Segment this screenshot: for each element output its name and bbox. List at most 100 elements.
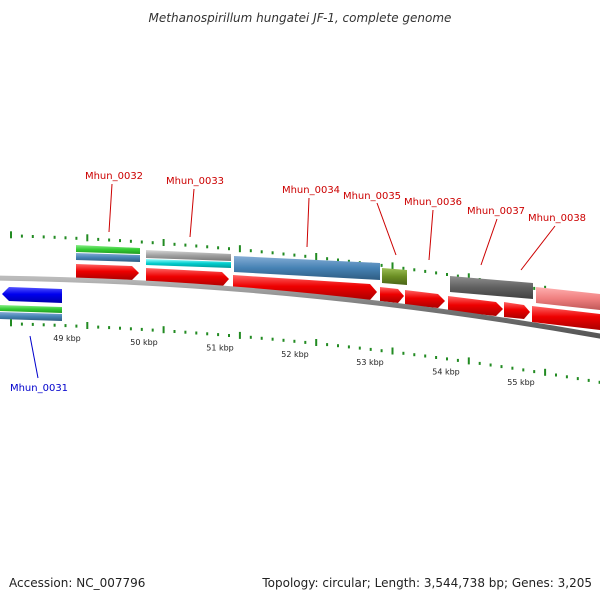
cog-bar-mhun-0038-salmon	[536, 287, 600, 310]
scale-label: 54 kbp	[432, 367, 460, 376]
inner-major-tick	[162, 326, 165, 334]
outer-major-tick	[391, 262, 394, 270]
inner-scale-ticks: 49 kbp 50 kbp 51 kbp 52 kbp 53 kbp 54 kbp 55 k…	[10, 319, 600, 387]
outer-minor-tick	[97, 237, 100, 241]
scale-label: 50 kbp	[130, 338, 158, 347]
leader-mhun-0032	[108, 183, 113, 233]
gene-label-mhun-0038[interactable]: Mhun_0038	[528, 213, 586, 224]
inner-minor-tick	[565, 375, 568, 379]
outer-minor-tick	[140, 240, 143, 244]
inner-minor-tick	[500, 365, 503, 369]
inner-minor-tick	[119, 326, 121, 330]
scale-label: 51 kbp	[206, 343, 234, 352]
outer-major-tick	[238, 245, 241, 253]
inner-minor-tick	[489, 363, 492, 367]
outer-minor-tick	[249, 249, 252, 253]
accession-text: Accession: NC_007796	[9, 576, 146, 590]
outer-minor-tick	[151, 241, 154, 245]
outer-minor-tick	[347, 259, 350, 263]
gene-label-mhun-0032[interactable]: Mhun_0032	[85, 171, 143, 182]
inner-minor-tick	[511, 366, 514, 370]
outer-minor-tick	[64, 236, 67, 240]
cog-bar-mhun-0032-blue	[76, 253, 140, 262]
outer-minor-tick	[217, 246, 220, 250]
scale-label: 55 kbp	[507, 378, 535, 387]
scale-label: 53 kbp	[356, 358, 384, 367]
cds-arrow-mhun-0037b	[504, 302, 530, 319]
scale-label: 52 kbp	[281, 350, 309, 359]
cog-bar-mhun-0035-olive	[382, 268, 407, 285]
cog-bar-mhun-0034-blue	[234, 256, 380, 280]
gene-label-mhun-0033[interactable]: Mhun_0033	[166, 176, 224, 187]
inner-minor-tick	[173, 330, 176, 333]
leader-mhun-0034	[306, 197, 310, 248]
cog-bar-mhun-0033-cyan	[146, 259, 231, 268]
outer-major-tick	[10, 231, 12, 239]
inner-minor-tick	[260, 336, 263, 340]
inner-major-tick	[544, 368, 547, 376]
cds-forward-track	[76, 264, 600, 330]
inner-minor-tick	[129, 327, 132, 331]
inner-minor-tick	[598, 380, 600, 384]
gene-label-mhun-0035[interactable]: Mhun_0035	[343, 191, 401, 202]
gene-label-mhun-0037[interactable]: Mhun_0037	[467, 206, 525, 217]
label-leaders	[108, 183, 556, 271]
inner-minor-tick	[140, 327, 143, 331]
inner-minor-tick	[435, 356, 438, 359]
outer-minor-tick	[260, 250, 263, 254]
outer-major-tick	[86, 234, 89, 242]
inner-minor-tick	[64, 324, 67, 328]
outer-minor-tick	[20, 234, 23, 238]
leader-mhun-0038	[520, 225, 556, 271]
inner-minor-tick	[413, 353, 416, 357]
cds-arrow-mhun-0037a	[448, 296, 503, 316]
outer-minor-tick	[108, 238, 111, 242]
cds-arrow-mhun-0035	[380, 287, 404, 303]
inner-minor-tick	[522, 368, 525, 372]
cog-bar-mhun-0032-green	[76, 245, 140, 254]
inner-minor-tick	[42, 323, 45, 327]
inner-minor-tick	[282, 338, 285, 342]
outer-minor-tick	[304, 254, 307, 258]
inner-minor-tick	[478, 361, 481, 365]
inner-major-tick	[315, 339, 318, 346]
inner-minor-tick	[326, 343, 329, 347]
outer-minor-tick	[206, 245, 209, 249]
outer-minor-tick	[119, 239, 121, 243]
inner-minor-tick	[587, 378, 590, 382]
gene-label-mhun-0031[interactable]: Mhun_0031	[10, 383, 68, 394]
cds-arrow-mhun-0036	[405, 290, 445, 308]
inner-minor-tick	[271, 337, 274, 341]
outer-minor-tick	[271, 251, 274, 255]
cds-arrow-mhun-0034	[233, 275, 377, 300]
outer-minor-tick	[75, 236, 78, 240]
outer-minor-tick	[53, 235, 56, 239]
outer-minor-tick	[195, 244, 198, 248]
inner-minor-tick	[249, 335, 252, 339]
inner-major-tick	[10, 319, 12, 327]
inner-minor-tick	[293, 339, 296, 343]
outer-minor-tick	[424, 269, 427, 273]
outer-minor-tick	[326, 257, 329, 261]
gene-label-mhun-0034[interactable]: Mhun_0034	[282, 185, 340, 196]
cog-bar-mhun-0037-darkgray	[450, 276, 533, 299]
inner-minor-tick	[206, 332, 209, 336]
inner-minor-tick	[337, 344, 339, 348]
gene-label-mhun-0036[interactable]: Mhun_0036	[404, 197, 462, 208]
inner-minor-tick	[304, 340, 307, 344]
gene-labels: Mhun_0032 Mhun_0033 Mhun_0034 Mhun_0035 …	[10, 171, 586, 394]
outer-minor-tick	[402, 266, 405, 270]
inner-minor-tick	[20, 322, 23, 326]
outer-minor-tick	[533, 286, 536, 290]
inner-minor-tick	[533, 370, 536, 374]
genome-backbone	[0, 275, 600, 339]
inner-minor-tick	[358, 346, 361, 350]
leader-mhun-0033	[189, 188, 195, 238]
inner-minor-tick	[195, 331, 198, 335]
inner-minor-tick	[31, 322, 34, 326]
inner-major-tick	[467, 357, 470, 365]
outer-major-tick	[315, 253, 318, 260]
outer-minor-tick	[435, 271, 438, 275]
